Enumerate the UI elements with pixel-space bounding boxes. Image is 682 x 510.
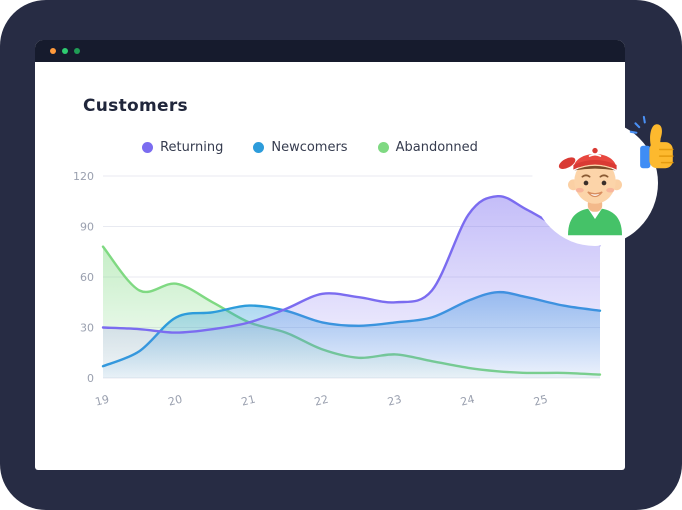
window-control-maximize-button[interactable]: [74, 48, 80, 54]
svg-text:20: 20: [167, 393, 184, 409]
legend-dot-newcomers: [253, 142, 265, 153]
boy-avatar-icon: [558, 147, 622, 236]
svg-text:0: 0: [87, 372, 94, 385]
chart-legend: Returning Newcomers Abandonned: [35, 140, 585, 155]
window-titlebar: [35, 40, 625, 62]
svg-text:19: 19: [94, 393, 111, 409]
legend-item-abandonned[interactable]: Abandonned: [377, 140, 478, 155]
customers-area-chart: 0 30 60 90 120 19 20 21 22 23 24 25: [73, 170, 602, 409]
browser-window: Customers Returning Newcomers Abandonned…: [35, 40, 625, 470]
svg-text:90: 90: [80, 221, 94, 234]
window-control-minimize-button[interactable]: [62, 48, 68, 54]
chart-area: 0 30 60 90 120 19 20 21 22 23 24 25: [63, 158, 603, 433]
svg-text:23: 23: [386, 393, 403, 409]
sparkle-icon: [629, 115, 646, 134]
page-title: Customers: [83, 96, 188, 116]
legend-item-newcomers[interactable]: Newcomers: [253, 140, 348, 155]
window-control-close-button[interactable]: [50, 48, 56, 54]
legend-label-abandonned: Abandonned: [395, 140, 478, 155]
svg-text:30: 30: [80, 322, 94, 335]
thumbs-up-icon: [628, 112, 682, 174]
thumbs-up-emoji-icon: [629, 115, 674, 169]
legend-dot-returning: [142, 142, 154, 153]
legend-dot-abandonned: [377, 142, 389, 153]
legend-label-returning: Returning: [160, 140, 224, 155]
svg-text:21: 21: [240, 393, 257, 409]
legend-label-newcomers: Newcomers: [271, 140, 348, 155]
svg-text:24: 24: [459, 393, 476, 409]
svg-text:22: 22: [313, 393, 330, 409]
svg-text:120: 120: [73, 170, 94, 183]
avatar: [532, 120, 658, 246]
svg-text:60: 60: [80, 271, 94, 284]
svg-text:25: 25: [532, 393, 549, 409]
legend-item-returning[interactable]: Returning: [142, 140, 223, 155]
